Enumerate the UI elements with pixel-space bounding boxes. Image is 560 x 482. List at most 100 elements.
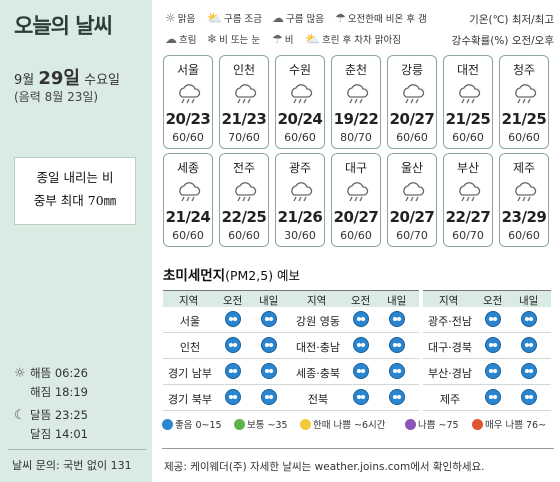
city-temp: 21/24 [165, 208, 211, 226]
temp-legend: 기온(℃) 최저/최고 [469, 14, 554, 26]
dust-row: 서울 [163, 307, 291, 333]
moonset-text: 달짐 14:01 [30, 427, 88, 441]
rain-icon [515, 182, 537, 202]
good-face-icon [521, 389, 537, 405]
city-name: 강릉 [400, 63, 424, 77]
moonrise-row: ☾ 달뜸 23:25 [14, 407, 88, 423]
rain-icon [515, 84, 537, 104]
city-name: 서울 [176, 63, 200, 77]
city-temp: 22/27 [445, 208, 491, 226]
city-temp: 22/25 [221, 208, 267, 226]
legend-item: ☂ 오전한때 비온 후 갬 [335, 11, 427, 25]
rain-icon [403, 182, 425, 202]
left-panel: 오늘의 날씨 9월 29일 수요일 (음력 8월 23일) 종일 내리는 비 중… [0, 0, 152, 482]
dust-region: 제주 [439, 393, 461, 406]
dust-table: 지역 오전 내일 서울 인천 경기 남부 경기 북부 [163, 290, 291, 411]
rain-or-snow-icon: ❄ [207, 32, 218, 46]
good-face-icon [485, 311, 501, 327]
dust-legend-good: 좋음 0~15 [162, 417, 222, 431]
date-line: 9월 29일 수요일 [14, 64, 120, 90]
sun-icon: ☼ [165, 11, 176, 25]
mostly-cloudy-icon: ☁ [272, 11, 284, 25]
sunrise-row: ☼ 해뜸 06:26 [14, 365, 88, 381]
city-name: 부산 [456, 161, 480, 175]
city-name: 대구 [344, 161, 368, 175]
footer-text: 제공: 케이웨더(주) 자세한 날씨는 weather.joins.com에서 … [164, 461, 485, 473]
dust-row: 전북 [291, 385, 419, 411]
city-rain: 60/70 [396, 229, 428, 242]
rain-then-clear-icon: ☂ [335, 11, 346, 25]
moonrise-text: 달뜸 23:25 [30, 408, 88, 422]
dust-row: 대전·충남 [291, 333, 419, 359]
notice-line-1: 종일 내리는 비 [36, 170, 114, 185]
dust-row: 광주·전남 [423, 307, 551, 333]
city-card: 수원 20/24 60/60 [275, 55, 325, 149]
city-name: 인천 [232, 63, 256, 77]
dust-legend-brief-bad: 한때 나쁨 ~6시간 [300, 417, 385, 431]
city-card: 서울 20/23 60/60 [163, 55, 213, 149]
legend-item: ☁ 구름 많음 [272, 11, 324, 25]
footer-divider [162, 448, 554, 449]
city-card: 춘천 19/22 80/70 [331, 55, 381, 149]
good-face-icon [353, 311, 369, 327]
contact-text: 날씨 문의: 국번 없이 131 [12, 459, 132, 472]
sunset-row: 해짐 18:19 [30, 384, 88, 400]
rain-icon [459, 182, 481, 202]
dust-row: 세종·충북 [291, 359, 419, 385]
good-face-icon [485, 389, 501, 405]
moon-icon: ☾ [14, 408, 26, 423]
rain-icon [347, 182, 369, 202]
legend-item: ☁ 흐림 [165, 32, 197, 46]
dust-row: 부산·경남 [423, 359, 551, 385]
good-face-icon [389, 363, 405, 379]
city-card: 제주 23/29 60/60 [499, 153, 549, 247]
page-title: 오늘의 날씨 [14, 14, 113, 38]
city-rain: 60/60 [228, 229, 260, 242]
city-rain: 60/60 [340, 229, 372, 242]
good-face-icon [225, 389, 241, 405]
dust-region: 강원 영동 [296, 315, 340, 328]
rain-icon [291, 84, 313, 104]
dust-table-header: 지역 오전 내일 [291, 290, 419, 307]
dust-region: 대전·충남 [296, 341, 340, 354]
rain-legend: 강수확률(%) 오전/오후 [451, 35, 554, 47]
lunar-date: (음력 8월 23일) [14, 90, 99, 104]
city-rain: 60/70 [452, 229, 484, 242]
city-rain: 60/60 [172, 229, 204, 242]
brief-bad-face-icon [300, 419, 311, 430]
city-card: 세종 21/24 60/60 [163, 153, 213, 247]
city-temp: 21/25 [445, 110, 491, 128]
very-bad-face-icon [472, 419, 483, 430]
city-name: 수원 [288, 63, 312, 77]
city-temp: 20/24 [277, 110, 323, 128]
cloudy-icon: ☁ [165, 32, 177, 46]
dust-row: 강원 영동 [291, 307, 419, 333]
rain-icon [403, 84, 425, 104]
city-temp: 21/25 [501, 110, 547, 128]
city-rain: 60/60 [396, 131, 428, 144]
legend-item: ❄ 비 또는 눈 [207, 32, 261, 46]
city-card: 울산 20/27 60/70 [387, 153, 437, 247]
city-rain: 80/70 [340, 131, 372, 144]
sun-icon: ☼ [14, 366, 26, 381]
city-temp: 20/23 [165, 110, 211, 128]
weather-notice: 종일 내리는 비 중부 최대 70㎜ [14, 157, 136, 225]
dust-legend-very-bad: 매우 나쁨 76~ [472, 417, 546, 431]
dust-region: 부산·경남 [428, 367, 472, 380]
good-face-icon [521, 337, 537, 353]
dust-table-header: 지역 오전 내일 [423, 290, 551, 307]
rain-icon [235, 84, 257, 104]
city-rain: 30/60 [284, 229, 316, 242]
city-name: 울산 [400, 161, 424, 175]
city-card: 부산 22/27 60/70 [443, 153, 493, 247]
good-face-icon [261, 363, 277, 379]
city-rain: 60/60 [284, 131, 316, 144]
city-rain: 70/60 [228, 131, 260, 144]
date-day: 29일 [38, 68, 80, 89]
good-face-icon [389, 337, 405, 353]
moonset-row: 달짐 14:01 [30, 426, 88, 442]
good-face-icon [389, 311, 405, 327]
city-rain: 60/60 [452, 131, 484, 144]
